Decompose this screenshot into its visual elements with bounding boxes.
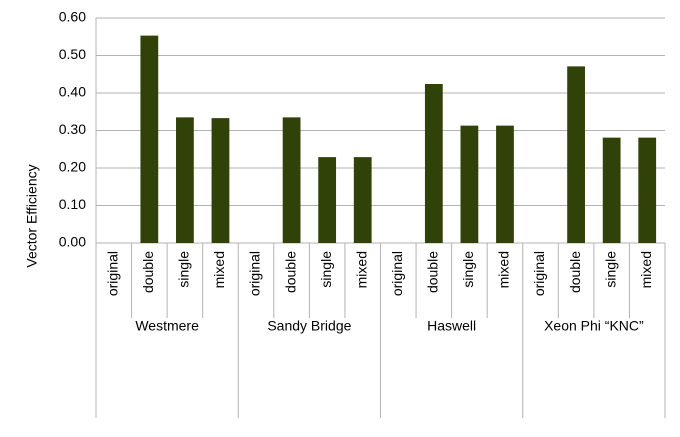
x-tick-label: single [460, 251, 476, 288]
x-tick-label: double [282, 251, 298, 293]
y-tick-label: 0.40 [59, 84, 86, 100]
y-tick-label: 0.10 [59, 196, 86, 212]
group-label: Westmere [135, 318, 199, 334]
x-tick-label: double [567, 251, 583, 293]
bar [567, 66, 585, 243]
group-label: Haswell [427, 318, 476, 334]
x-tick-label: double [140, 251, 156, 293]
bar [318, 157, 337, 243]
y-tick-label: 0.50 [59, 46, 86, 62]
y-tick-label: 0.30 [59, 121, 86, 137]
y-axis-label: Vector Efficiency [24, 164, 40, 267]
bar [496, 125, 514, 243]
bar [424, 84, 443, 243]
x-tick-label: mixed [638, 251, 654, 288]
bar [211, 118, 230, 243]
x-tick-label: original [531, 251, 547, 296]
y-tick-label: 0.00 [59, 234, 86, 250]
bar [602, 137, 621, 243]
bar [176, 117, 194, 243]
bar [460, 125, 479, 243]
x-tick-label: single [318, 251, 334, 288]
bar [140, 35, 159, 243]
x-tick-label: single [176, 251, 192, 288]
x-tick-label: original [247, 251, 263, 296]
x-tick-label: original [104, 251, 120, 296]
bar [282, 117, 301, 243]
x-tick-label: mixed [353, 251, 369, 288]
x-tick-label: single [602, 251, 618, 288]
x-tick-label: mixed [211, 251, 227, 288]
x-tick-label: double [425, 251, 441, 293]
y-tick-label: 0.20 [59, 159, 86, 175]
x-tick-label: original [389, 251, 405, 296]
x-tick-label: mixed [496, 251, 512, 288]
bar [353, 157, 372, 243]
bar [638, 137, 657, 243]
group-label: Sandy Bridge [267, 318, 351, 334]
y-tick-label: 0.60 [59, 9, 86, 25]
group-label: Xeon Phi “KNC” [544, 318, 644, 334]
